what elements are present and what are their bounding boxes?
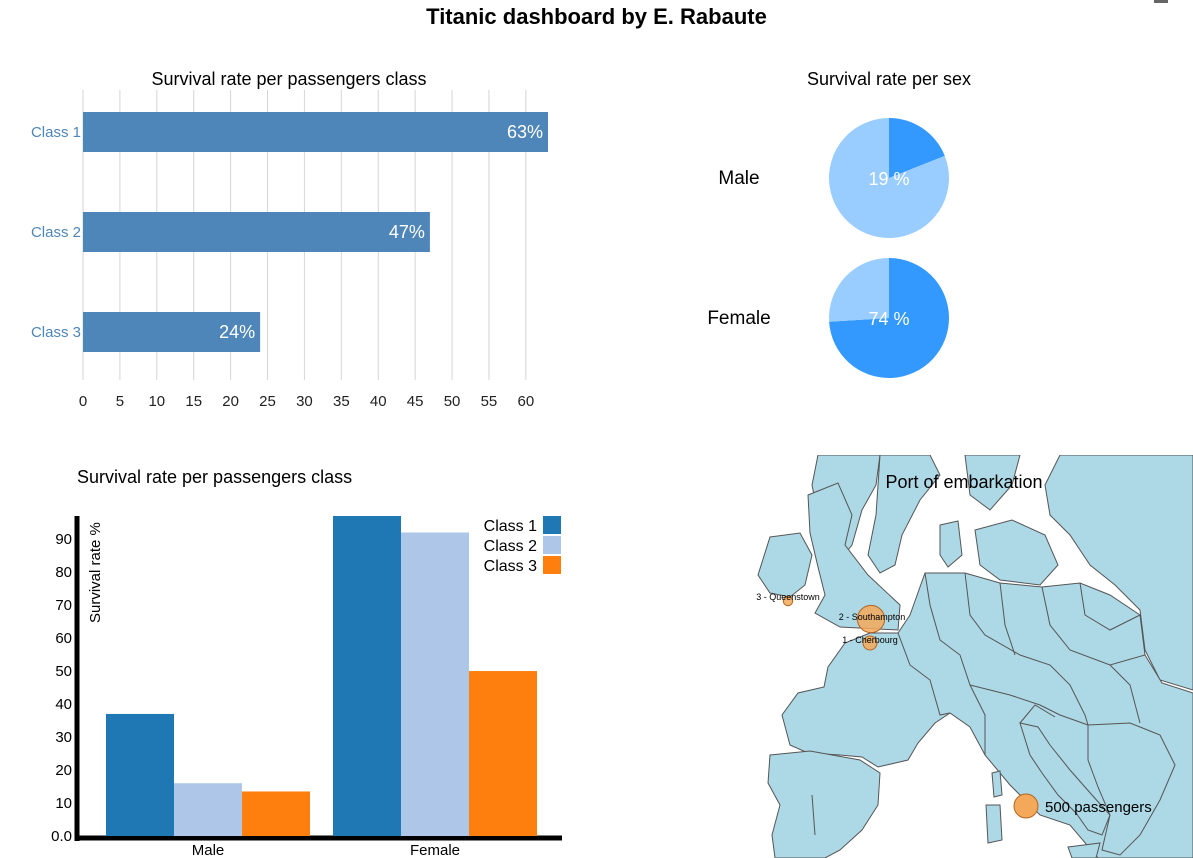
land-sweden	[867, 455, 941, 574]
hbar-category-label: Class 3	[31, 324, 81, 341]
hbar-x-tick-label: 0	[79, 393, 87, 410]
vbar-y-tick-label: 90	[55, 531, 72, 548]
pie-label: Male	[718, 168, 759, 189]
land-italy	[1019, 722, 1111, 836]
pie-slice-survived	[889, 118, 945, 178]
land-russia	[1044, 455, 1193, 691]
map-port-bubble	[856, 604, 886, 634]
map-legend-label: 500 passengers	[1045, 799, 1152, 816]
land-iberia	[767, 750, 881, 858]
class-survival-hbar-panel: Survival rate per passengers class 0 5 10 1…	[0, 60, 580, 420]
land-finland	[964, 455, 1021, 511]
hbar-x-tick-label: 30	[296, 393, 313, 410]
hbar-bar	[83, 312, 261, 352]
pie-slice-rest	[829, 258, 889, 322]
vbar-y-tick-label: 50	[55, 663, 72, 680]
map-port-bubble	[862, 635, 878, 651]
hbar-title: Survival rate per passengers class	[151, 69, 426, 89]
map-land	[757, 455, 1193, 858]
map-port-label: 3 - Queenstown	[756, 592, 820, 602]
map-title: Port of embarkation	[885, 472, 1042, 492]
vbar-y-tick-label: 60	[55, 630, 72, 647]
vbar-legend-swatch	[543, 556, 561, 574]
class-sex-grouped-bar-panel: Survival rate per passengers class 0.0 10…	[0, 455, 600, 858]
hbar-category-label: Class 1	[31, 124, 81, 141]
pie-label: Female	[707, 308, 770, 329]
map-port-label: 1 - Cherbourg	[842, 635, 898, 645]
land-corsica	[991, 770, 1003, 798]
vbar-bar	[401, 532, 469, 836]
hbar-bar	[83, 112, 548, 152]
vbar-y-tick-label: 70	[55, 597, 72, 614]
pie-value-label: 19 %	[868, 169, 909, 189]
pie-value-label: 74 %	[868, 309, 909, 329]
land-baltics	[974, 519, 1059, 586]
hbar-x-tick-label: 20	[222, 393, 239, 410]
sex-survival-pie-panel: Survival rate per sex Male 19 % Female 74 %	[640, 60, 1040, 400]
hbar-bar	[83, 212, 430, 252]
hbar-x-tick-label: 35	[333, 393, 350, 410]
land-balkans	[1087, 722, 1176, 856]
vbar-bar	[333, 516, 401, 836]
map-port-bubble	[782, 595, 794, 607]
vbar-y-tick-label: 80	[55, 564, 72, 581]
hbar-value-label: 63%	[507, 122, 543, 142]
land-sicily	[1067, 842, 1101, 858]
pie-slice-rest	[829, 118, 949, 238]
hbar-x-tick-label: 15	[185, 393, 202, 410]
vbar-bar	[106, 713, 174, 836]
vbar-y-tick-label: 20	[55, 762, 72, 779]
vbar-y-tick-label: 30	[55, 729, 72, 746]
land-great-britain	[807, 482, 901, 631]
hbar-x-tick-label: 40	[370, 393, 387, 410]
embarkation-map[interactable]: Port of embarkation 3 - Queenstown 2 - So…	[640, 455, 1193, 858]
dashboard-title: Titanic dashboard by E. Rabaute	[426, 4, 767, 29]
country-borders	[811, 572, 1146, 836]
vbar-bar	[174, 783, 242, 836]
hbar-x-tick-label: 25	[259, 393, 276, 410]
vbar-category-label: Male	[192, 842, 225, 858]
class-sex-grouped-bar-chart: Survival rate per passengers class 0.0 10…	[51, 467, 562, 858]
pie-title: Survival rate per sex	[807, 69, 971, 89]
vbar-title: Survival rate per passengers class	[77, 467, 352, 487]
class-survival-hbar-chart: Survival rate per passengers class 0 5 10 1…	[31, 69, 548, 410]
vbar-y-tick-label: 40	[55, 696, 72, 713]
hbar-x-tick-label: 45	[407, 393, 424, 410]
vbar-legend-label: Class 1	[484, 518, 537, 535]
hbar-value-label: 47%	[389, 222, 425, 242]
embarkation-map-panel: Port of embarkation 3 - Queenstown 2 - So…	[640, 455, 1193, 858]
vbar-legend-swatch	[543, 516, 561, 534]
land-ireland	[757, 532, 813, 598]
hbar-x-tick-label: 5	[116, 393, 124, 410]
vbar-y-tick-label: 0.0	[51, 828, 72, 845]
hbar-x-tick-label: 60	[518, 393, 535, 410]
vbar-y-axis-label: Survival rate %	[87, 522, 104, 623]
map-legend-bubble	[1013, 793, 1039, 819]
vbar-bar	[469, 671, 537, 836]
vbar-legend-swatch	[543, 536, 561, 554]
sex-survival-pie-chart: Survival rate per sex Male 19 % Female 74 %	[707, 69, 971, 378]
vbar-bar	[242, 791, 310, 836]
hbar-x-tick-label: 10	[148, 393, 165, 410]
window-control-icon[interactable]	[1154, 0, 1168, 3]
land-denmark	[939, 520, 963, 568]
hbar-x-tick-label: 50	[444, 393, 461, 410]
pie-slice-survived	[829, 258, 949, 378]
land-continent	[781, 572, 1193, 858]
hbar-value-label: 24%	[219, 322, 255, 342]
hbar-x-tick-label: 55	[481, 393, 498, 410]
vbar-y-tick-label: 10	[55, 795, 72, 812]
land-sardinia	[985, 804, 1003, 844]
vbar-legend-label: Class 2	[484, 538, 537, 555]
vbar-category-label: Female	[410, 842, 460, 858]
vbar-legend-label: Class 3	[484, 558, 537, 575]
hbar-category-label: Class 2	[31, 224, 81, 241]
map-port-label: 2 - Southampton	[839, 612, 906, 622]
